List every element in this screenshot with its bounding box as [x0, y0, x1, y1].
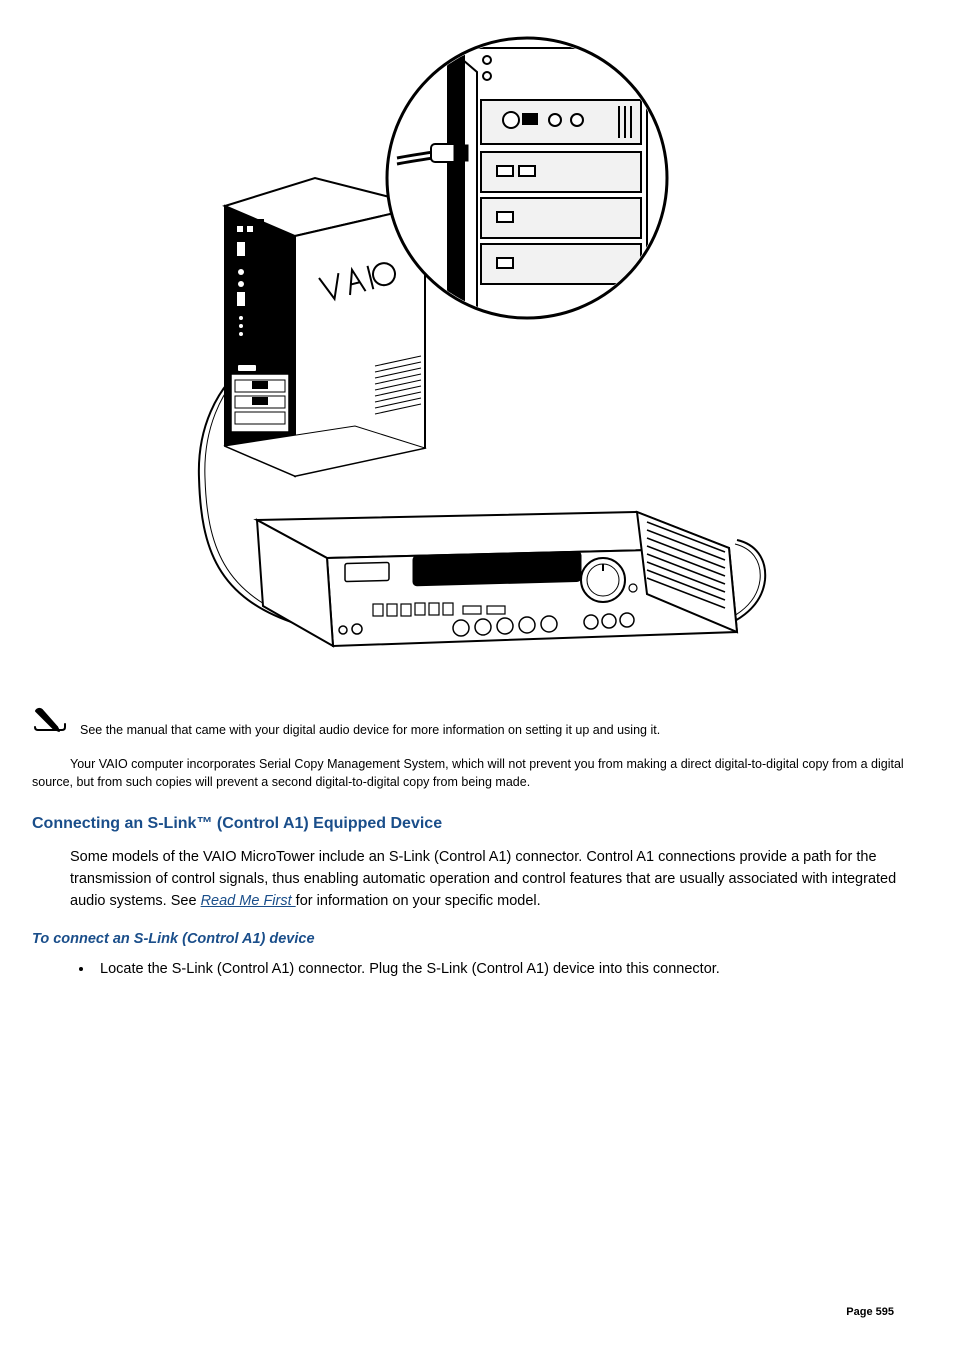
list-item: Locate the S-Link (Control A1) connector… — [94, 959, 922, 981]
note-text: See the manual that came with your digit… — [80, 721, 660, 741]
section-heading: Connecting an S-Link™ (Control A1) Equip… — [32, 815, 922, 833]
document-page: See the manual that came with your digit… — [32, 28, 922, 1318]
handwriting-note-icon — [32, 704, 70, 741]
instruction-list: Locate the S-Link (Control A1) connector… — [32, 959, 922, 981]
section-body: Some models of the VAIO MicroTower inclu… — [32, 847, 922, 912]
inset-closeup — [387, 38, 667, 318]
audio-receiver — [257, 512, 737, 646]
connection-illustration — [177, 28, 777, 668]
note-block: See the manual that came with your digit… — [32, 704, 922, 741]
scms-paragraph: Your VAIO computer incorporates Serial C… — [32, 755, 922, 791]
read-me-first-link[interactable]: Read Me First — [201, 893, 296, 909]
page-footer: Page 595 — [846, 1306, 894, 1318]
section-body-post: for information on your specific model. — [296, 893, 541, 909]
sub-heading: To connect an S-Link (Control A1) device — [32, 931, 922, 947]
